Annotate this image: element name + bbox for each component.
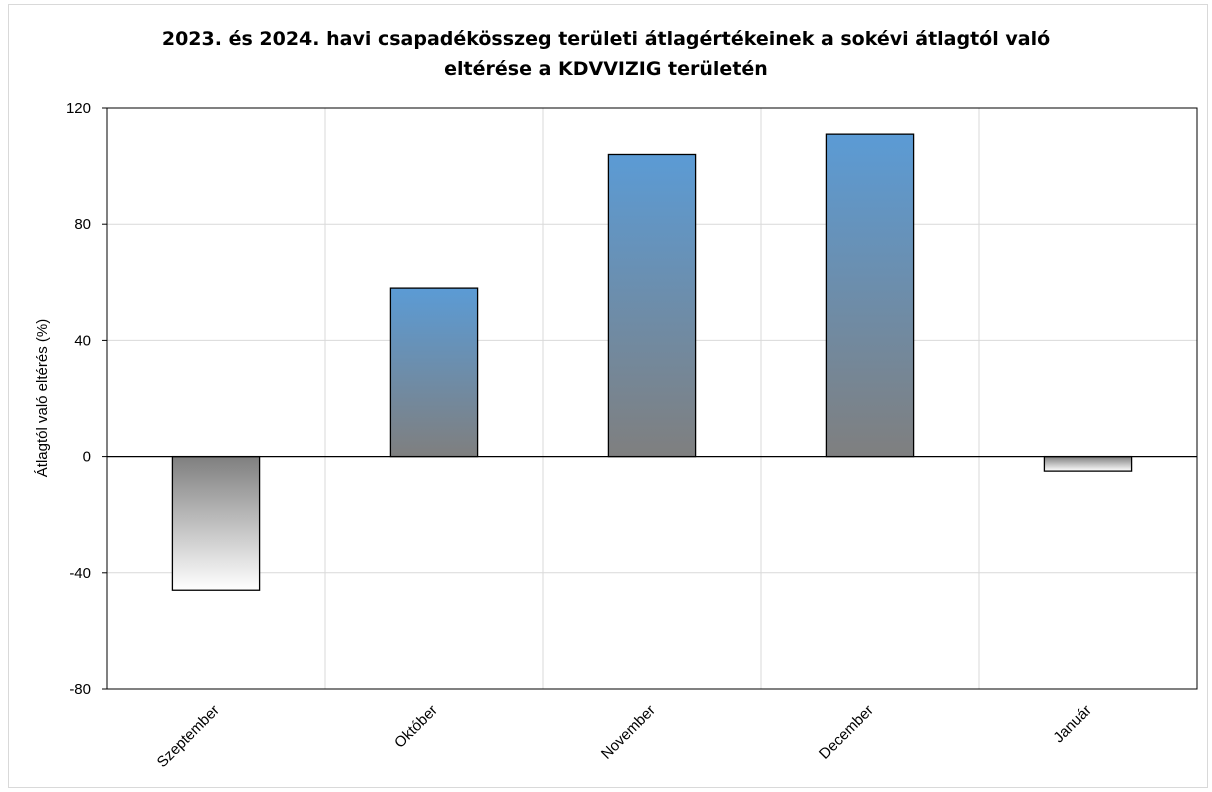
x-tick-label: Október: [391, 702, 441, 752]
y-tick-label: -80: [69, 681, 91, 698]
chart-title: 2023. és 2024. havi csapadékösszeg terül…: [0, 24, 1212, 84]
bar-október: [389, 287, 479, 458]
y-tick-label: 0: [83, 449, 91, 466]
x-tick-label: Január: [1050, 702, 1094, 746]
y-axis-title: Átlagtól való eltérés (%): [34, 319, 51, 477]
bar-szeptember: [171, 455, 261, 591]
x-tick-label: December: [816, 702, 877, 763]
x-tick-label: Szeptember: [154, 702, 223, 771]
y-tick-label: 40: [74, 332, 91, 349]
bar-november: [607, 153, 697, 458]
y-tick-labels: 120 80 40 0 -40 -80: [66, 100, 91, 698]
bar-január: [1043, 455, 1133, 472]
chart-title-line-2: eltérése a KDVVIZIG területén: [444, 58, 768, 80]
x-tick-labels: Szeptember Október November December Január: [154, 702, 1095, 771]
y-tick-label: 80: [74, 216, 91, 233]
plot-area-border: [106, 107, 1198, 690]
bars: [171, 133, 1133, 591]
x-tick-label: November: [598, 702, 659, 763]
chart-title-line-1: 2023. és 2024. havi csapadékösszeg terül…: [161, 28, 1051, 50]
axes: [102, 107, 1198, 690]
y-tick-label: 120: [66, 100, 91, 117]
bar-december: [825, 133, 915, 458]
y-tick-label: -40: [69, 565, 91, 582]
